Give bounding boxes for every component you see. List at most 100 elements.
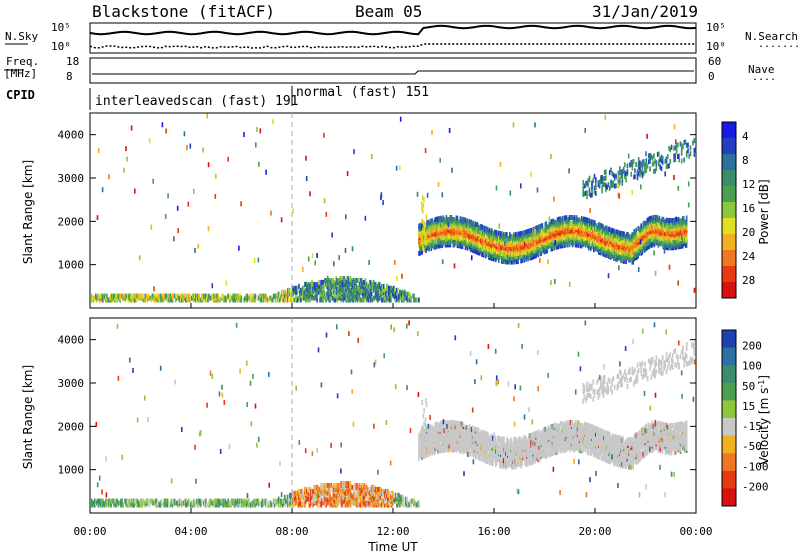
echo-cell — [126, 498, 128, 504]
echo-cell — [234, 498, 236, 504]
echo-cell — [401, 273, 403, 279]
echo-cell — [351, 297, 354, 303]
echo-cell — [575, 225, 578, 230]
echo-cell — [560, 243, 563, 249]
echo-cell — [166, 498, 169, 504]
echo-cell — [472, 220, 475, 226]
echo-cell — [292, 208, 294, 214]
echo-cell — [95, 293, 97, 299]
echo-cell — [166, 502, 169, 508]
echo-cell — [453, 217, 456, 223]
echo-cell — [325, 500, 327, 506]
echo-cell — [665, 164, 668, 170]
echo-cell — [258, 161, 260, 167]
echo-cell — [382, 295, 385, 301]
echo-cell — [542, 226, 545, 232]
echo-cell — [191, 500, 193, 506]
echo-cell — [610, 245, 612, 250]
echo-cell — [607, 251, 609, 257]
echo-cell — [621, 180, 624, 186]
echo-cell — [598, 179, 601, 185]
echo-cell — [539, 224, 541, 229]
echo-cell — [307, 293, 309, 299]
echo-cell — [621, 248, 623, 254]
echo-cell — [461, 240, 464, 246]
echo-cell — [584, 190, 587, 196]
echo-cell — [655, 220, 658, 226]
echo-cell — [433, 235, 435, 241]
echo-cell — [399, 165, 401, 171]
echo-cell — [231, 295, 233, 301]
echo-cell — [545, 225, 548, 231]
echo-cell — [134, 498, 136, 504]
echo-cell — [582, 189, 584, 195]
echo-cell — [482, 231, 485, 237]
echo-cell — [207, 297, 209, 303]
echo-cell — [236, 293, 239, 299]
echo-cell — [363, 279, 366, 285]
echo-cell — [359, 285, 362, 291]
echo-cell — [503, 231, 505, 237]
echo-cell — [377, 293, 380, 299]
echo-cell — [610, 252, 612, 258]
echo-cell — [193, 297, 195, 303]
echo-cell — [669, 158, 672, 164]
echo-cell — [501, 254, 503, 260]
echo-cell — [179, 498, 182, 504]
echo-cell — [659, 219, 662, 225]
echo-cell — [668, 218, 671, 224]
echo-cell — [658, 227, 661, 233]
echo-cell — [567, 217, 570, 222]
echo-cell — [159, 293, 162, 299]
echo-cell — [515, 231, 517, 237]
echo-cell — [197, 243, 200, 249]
echo-cell — [687, 181, 690, 187]
echo-cell — [575, 230, 578, 236]
echo-cell — [314, 289, 316, 295]
echo-cell — [520, 252, 522, 258]
echo-cell — [474, 248, 477, 254]
echo-cell — [619, 170, 621, 176]
echo-cell — [301, 488, 303, 494]
echo-cell — [330, 483, 332, 488]
echo-cell — [419, 223, 421, 229]
echo-cell — [338, 492, 341, 498]
echo-cell — [587, 182, 589, 188]
echo-cell — [149, 498, 152, 504]
echo-cell — [491, 228, 493, 234]
echo-cell — [271, 297, 274, 303]
echo-cell — [552, 218, 555, 224]
echo-cell — [523, 234, 525, 240]
echo-cell — [426, 231, 428, 237]
echo-cell — [470, 243, 473, 249]
echo-cell — [320, 295, 322, 301]
echo-cell — [346, 171, 349, 177]
echo-cell — [535, 253, 537, 259]
echo-cell — [424, 232, 427, 238]
echo-cell — [560, 218, 563, 224]
echo-cell — [162, 502, 165, 508]
echo-cell — [495, 185, 498, 191]
echo-cell — [228, 500, 230, 506]
echo-cell — [152, 293, 155, 299]
echo-cell — [624, 162, 626, 168]
echo-cell — [331, 281, 333, 287]
echo-cell — [176, 500, 179, 506]
echo-cell — [467, 242, 470, 248]
echo-cell — [475, 226, 478, 231]
echo-cell — [352, 291, 355, 297]
echo-cell — [202, 147, 204, 153]
echo-cell — [683, 219, 686, 225]
echo-cell — [613, 253, 615, 259]
echo-cell — [522, 240, 524, 246]
echo-cell — [360, 281, 363, 287]
echo-cell — [393, 285, 395, 291]
echo-cell — [652, 218, 655, 224]
echo-cell — [643, 228, 646, 234]
echo-cell — [508, 255, 510, 261]
echo-cell — [344, 278, 347, 283]
echo-cell — [587, 235, 590, 241]
echo-cell — [541, 223, 544, 229]
echo-cell — [295, 490, 297, 496]
echo-cell — [372, 295, 375, 301]
